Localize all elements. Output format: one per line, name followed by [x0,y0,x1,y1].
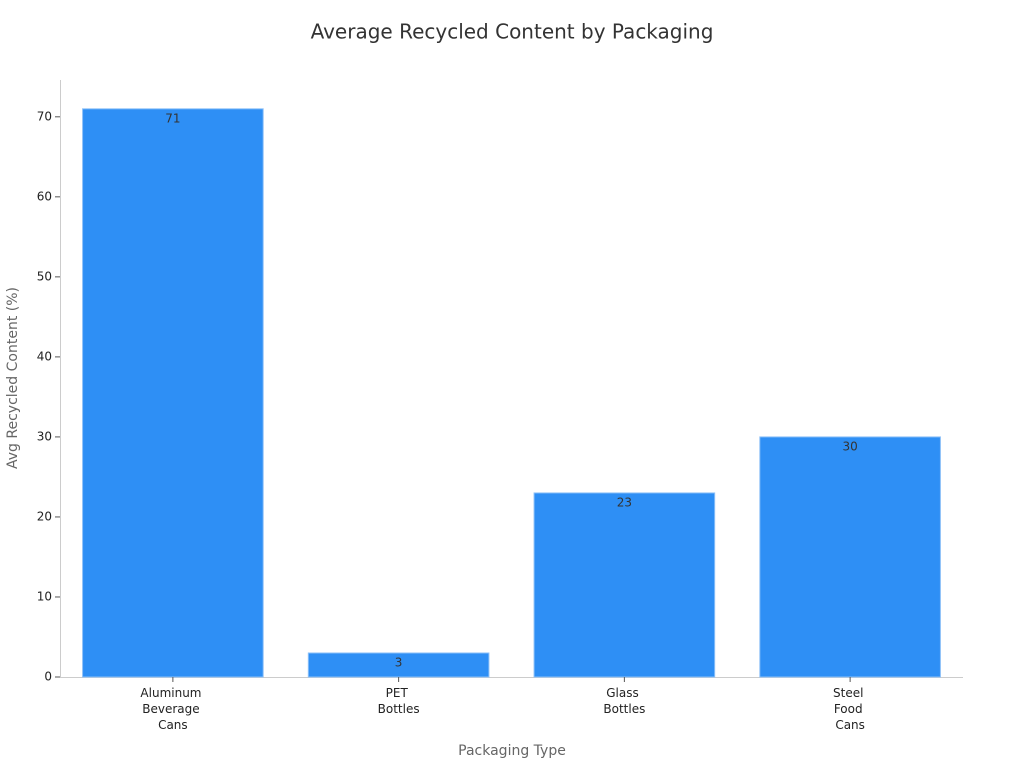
y-tick-label: 50 [37,269,52,283]
value-label: 30 [842,439,857,453]
chart-title: Average Recycled Content by Packaging [311,20,714,44]
bar [533,492,716,678]
y-tick-label: 10 [37,589,52,603]
x-tick-label: PET Bottles [378,686,420,716]
x-tick-label: Steel Food Cans [833,686,867,732]
bar [82,108,264,678]
bar [307,652,490,678]
y-axis-label: Avg Recycled Content (%) [5,287,21,469]
y-tick-label: 70 [37,109,52,123]
x-tick-label: Aluminum Beverage Cans [140,686,205,732]
bar [759,436,941,678]
y-tick-label: 20 [37,509,52,523]
value-label: 3 [395,655,403,669]
y-tick-label: 0 [44,670,52,684]
y-tick-label: 60 [37,189,52,203]
x-axis-label: Packaging Type [458,743,566,759]
value-label: 23 [617,495,632,509]
y-tick-label: 40 [37,349,52,363]
x-tick-label: Glass Bottles [603,686,645,716]
value-label: 71 [165,111,180,125]
y-tick-label: 30 [37,429,52,443]
